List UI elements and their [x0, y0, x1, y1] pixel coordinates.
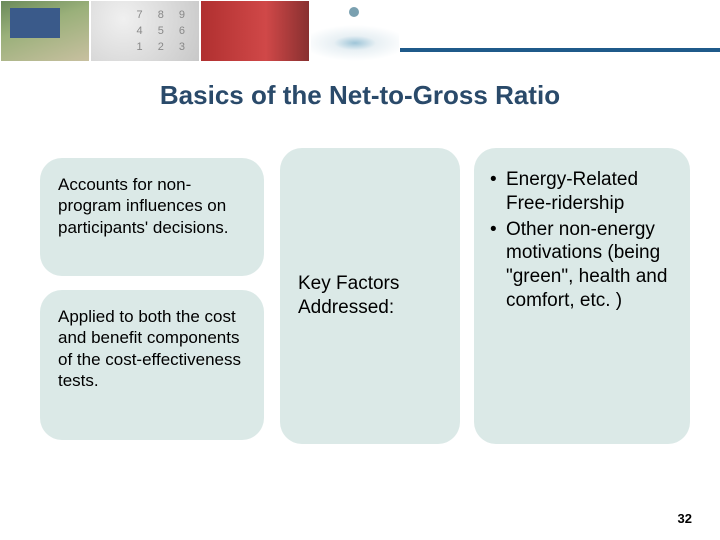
- box-accounts-for-text: Accounts for non-program influences on p…: [58, 175, 229, 237]
- banner-rule: [400, 0, 720, 62]
- box-accounts-for: Accounts for non-program influences on p…: [40, 158, 264, 276]
- banner-image-water-drop: [310, 0, 400, 62]
- box-key-factors: Key Factors Addressed:: [280, 148, 460, 444]
- factor-item-freeridership: Energy-Related Free-ridership: [486, 168, 676, 216]
- content-area: Accounts for non-program influences on p…: [0, 150, 720, 480]
- header-banner: [0, 0, 720, 62]
- page-number: 32: [678, 511, 692, 526]
- box-applied-to: Applied to both the cost and benefit com…: [40, 290, 264, 440]
- factor-list: Energy-Related Free-ridership Other non-…: [486, 168, 676, 313]
- banner-image-keypad: [90, 0, 200, 62]
- box-applied-to-text: Applied to both the cost and benefit com…: [58, 307, 241, 390]
- banner-image-house: [0, 0, 90, 62]
- box-factor-list: Energy-Related Free-ridership Other non-…: [474, 148, 690, 444]
- box-key-factors-text: Key Factors Addressed:: [298, 272, 442, 320]
- factor-item-other-motivations: Other non-energy motivations (being "gre…: [486, 218, 676, 313]
- slide-title: Basics of the Net-to-Gross Ratio: [0, 80, 720, 111]
- banner-image-train: [200, 0, 310, 62]
